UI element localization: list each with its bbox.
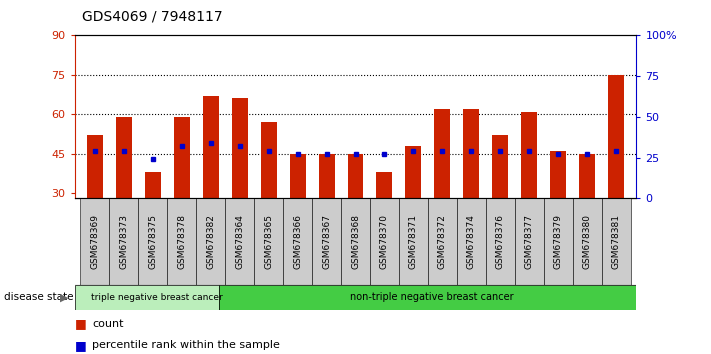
- Bar: [254, 198, 283, 285]
- Bar: [173, 117, 190, 198]
- Bar: [464, 109, 479, 198]
- Bar: [139, 198, 167, 285]
- Bar: [87, 135, 103, 198]
- Text: GSM678377: GSM678377: [525, 214, 534, 269]
- Bar: [434, 109, 450, 198]
- Bar: [405, 146, 422, 198]
- Bar: [261, 122, 277, 198]
- Bar: [145, 172, 161, 198]
- Bar: [341, 198, 370, 285]
- Text: non-triple negative breast cancer: non-triple negative breast cancer: [351, 292, 514, 302]
- Text: count: count: [92, 319, 124, 329]
- Text: GSM678368: GSM678368: [351, 214, 360, 269]
- Text: GSM678381: GSM678381: [611, 214, 621, 269]
- Bar: [544, 198, 572, 285]
- Text: triple negative breast cancer: triple negative breast cancer: [91, 293, 223, 302]
- Bar: [283, 198, 312, 285]
- Text: ■: ■: [75, 339, 90, 352]
- Text: GSM678379: GSM678379: [554, 214, 562, 269]
- Text: ■: ■: [75, 318, 90, 330]
- Text: GSM678367: GSM678367: [322, 214, 331, 269]
- Bar: [602, 198, 631, 285]
- Text: GSM678373: GSM678373: [119, 214, 129, 269]
- Bar: [220, 285, 645, 310]
- Text: percentile rank within the sample: percentile rank within the sample: [92, 340, 280, 350]
- Text: GSM678366: GSM678366: [293, 214, 302, 269]
- Bar: [116, 117, 132, 198]
- Text: GSM678371: GSM678371: [409, 214, 418, 269]
- Bar: [579, 154, 595, 198]
- Bar: [203, 96, 219, 198]
- Text: GSM678369: GSM678369: [90, 214, 100, 269]
- Bar: [550, 151, 566, 198]
- Bar: [109, 198, 139, 285]
- Bar: [572, 198, 602, 285]
- Text: GSM678380: GSM678380: [582, 214, 592, 269]
- Text: GSM678370: GSM678370: [380, 214, 389, 269]
- Bar: [167, 198, 196, 285]
- Bar: [312, 198, 341, 285]
- Text: disease state: disease state: [4, 292, 76, 302]
- Bar: [377, 172, 392, 198]
- Text: GSM678382: GSM678382: [206, 214, 215, 269]
- Bar: [319, 154, 334, 198]
- Text: GSM678364: GSM678364: [235, 214, 244, 269]
- Text: GSM678374: GSM678374: [467, 214, 476, 269]
- Bar: [225, 198, 254, 285]
- Bar: [370, 198, 399, 285]
- Text: GSM678372: GSM678372: [438, 214, 447, 269]
- Text: GSM678378: GSM678378: [177, 214, 186, 269]
- Bar: [486, 198, 515, 285]
- Bar: [289, 154, 306, 198]
- Bar: [399, 198, 428, 285]
- Bar: [515, 198, 544, 285]
- Bar: [457, 198, 486, 285]
- Bar: [196, 198, 225, 285]
- Text: GDS4069 / 7948117: GDS4069 / 7948117: [82, 9, 223, 23]
- Bar: [492, 135, 508, 198]
- Bar: [608, 75, 624, 198]
- Text: GSM678365: GSM678365: [264, 214, 273, 269]
- Text: GSM678376: GSM678376: [496, 214, 505, 269]
- Bar: [521, 112, 538, 198]
- Bar: [348, 154, 363, 198]
- Bar: [80, 198, 109, 285]
- Bar: [75, 285, 220, 310]
- Text: GSM678375: GSM678375: [149, 214, 157, 269]
- Bar: [428, 198, 457, 285]
- Bar: [232, 98, 247, 198]
- Text: ▶: ▶: [60, 292, 69, 302]
